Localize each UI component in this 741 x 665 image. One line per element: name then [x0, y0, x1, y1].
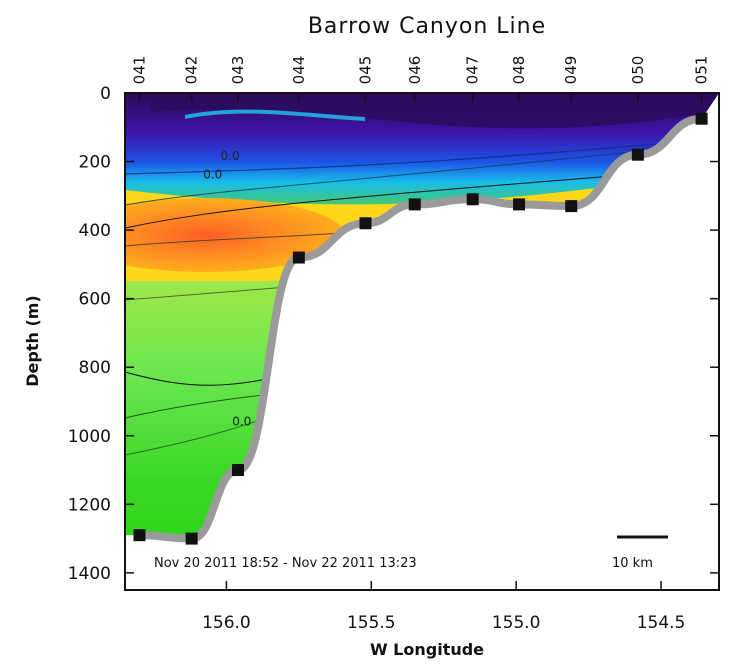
contour-labels: 0.0 0.0 0.0	[203, 149, 251, 429]
station-label: 044	[290, 56, 308, 85]
contour-label: 0.0	[232, 414, 251, 428]
contour-label: 0.0	[203, 168, 222, 182]
station-axis-ticks: 041 042 043 044 045 046 047 048 049 050 051	[130, 56, 711, 102]
station-label: 050	[629, 56, 647, 85]
station-marker	[513, 198, 526, 211]
station-marker	[292, 251, 305, 264]
bathymetry-outline	[135, 114, 706, 543]
y-tick-label: 1200	[68, 495, 111, 515]
y-tick-label: 0	[100, 84, 111, 104]
station-marker	[185, 532, 198, 545]
station-label: 046	[406, 56, 424, 85]
y-tick-label: 600	[79, 290, 111, 310]
y-tick-label: 400	[79, 221, 111, 241]
section-field	[125, 93, 719, 539]
station-marker	[408, 198, 421, 211]
station-marker	[232, 464, 245, 477]
y-tick-label: 1400	[68, 564, 111, 584]
station-label: 048	[510, 56, 528, 85]
station-marker	[565, 200, 578, 213]
station-marker	[466, 193, 479, 206]
x-tick-label: 154.5	[637, 613, 686, 633]
x-tick-label: 156.0	[202, 613, 251, 633]
station-marker	[359, 217, 372, 230]
y-tick-label: 1000	[68, 427, 111, 447]
x-tick-label: 155.5	[347, 613, 396, 633]
y-axis-title: Depth (m)	[23, 295, 42, 387]
x-tick-label: 155.0	[492, 613, 541, 633]
station-label: 045	[356, 56, 374, 85]
x-axis-title: W Longitude	[370, 640, 484, 659]
station-marker	[695, 112, 708, 125]
station-label: 041	[130, 56, 148, 85]
scale-bar-label: 10 km	[612, 556, 653, 571]
station-label: 042	[183, 56, 201, 85]
station-marker	[631, 148, 644, 161]
chart-title: Barrow Canyon Line	[308, 14, 546, 39]
time-annotation: Nov 20 2011 18:52 - Nov 22 2011 13:23	[154, 556, 417, 571]
station-label: 051	[693, 56, 711, 85]
station-markers	[133, 112, 708, 545]
station-marker	[133, 529, 146, 542]
x-axis-ticks: 156.0 155.5 155.0 154.5	[202, 581, 685, 633]
y-axis-ticks: 0 200 400 600 800 1000 1200 1400	[68, 84, 719, 584]
contour-label: 0.0	[221, 149, 240, 163]
plot-frame	[124, 92, 720, 591]
y-tick-label: 200	[79, 153, 111, 173]
station-label: 049	[562, 56, 580, 85]
station-label: 043	[229, 56, 247, 85]
y-tick-label: 800	[79, 358, 111, 378]
station-label: 047	[464, 56, 482, 85]
